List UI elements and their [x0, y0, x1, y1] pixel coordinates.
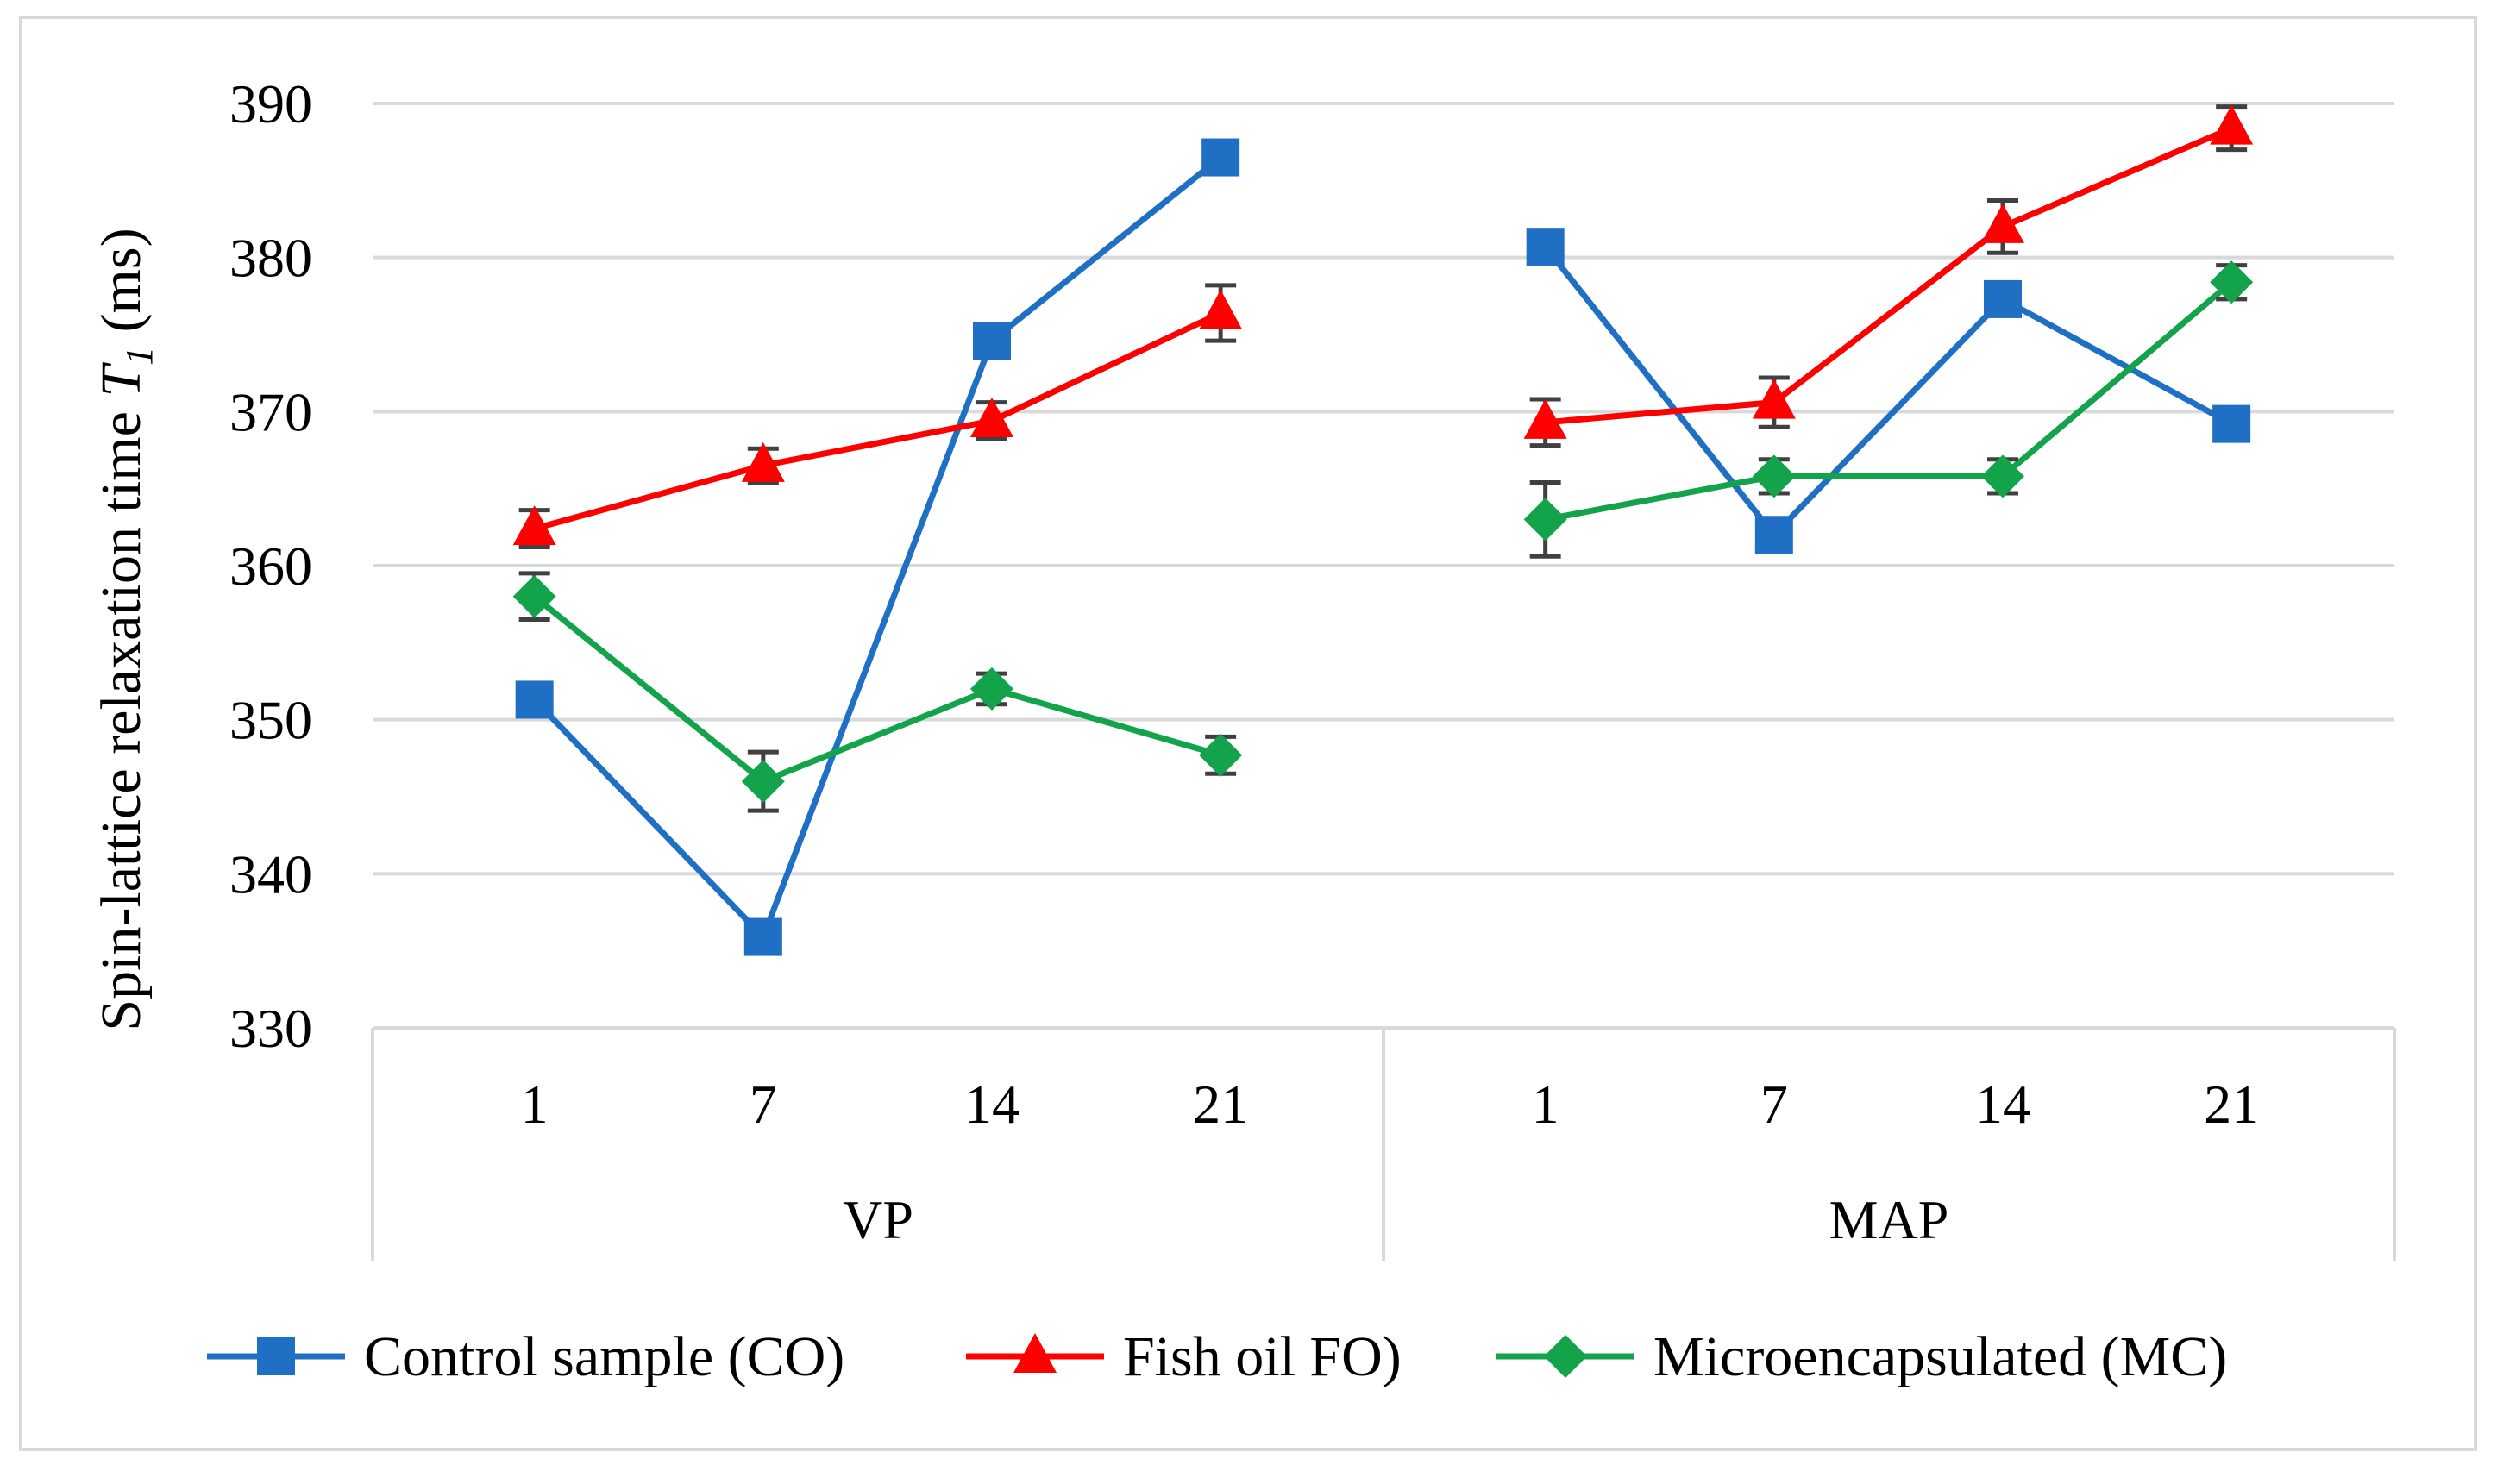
data-point: [1754, 516, 1793, 554]
y-tick-label: 350: [229, 690, 312, 751]
series-line: [1542, 244, 2233, 538]
data-point: [1523, 498, 1567, 542]
data-point: [2210, 260, 2254, 304]
series-layer: [512, 104, 2254, 956]
y-tick-label: 330: [229, 998, 312, 1059]
series-line: [532, 154, 1223, 941]
y-axis-title-variable: T: [90, 362, 153, 398]
x-tick-label: 21: [2204, 1074, 2259, 1135]
x-tick-label: 7: [1760, 1074, 1788, 1135]
data-point: [2210, 104, 2254, 145]
group-label-map: MAP: [1829, 1189, 1949, 1250]
legend-label: Control sample (CO): [364, 1325, 844, 1388]
data-point: [1980, 203, 2024, 243]
gridlines: [373, 102, 2394, 876]
x-tick-label: 14: [1975, 1074, 2030, 1135]
y-axis-ticks: 330 340 350 360 370 380 390: [229, 73, 312, 1059]
data-point: [972, 322, 1011, 360]
x-tick-label: 21: [1193, 1074, 1248, 1135]
data-point: [1199, 733, 1243, 777]
legend-marker: [257, 1337, 295, 1375]
y-axis-title-main: Spin-lattice relaxation time: [90, 398, 153, 1031]
legend-marker: [1544, 1335, 1587, 1378]
data-point: [1752, 454, 1796, 498]
legend-label: Microencapsulated (MC): [1653, 1325, 2227, 1388]
data-point: [512, 505, 556, 546]
x-tick-label: 1: [1532, 1074, 1559, 1135]
data-point: [1199, 289, 1243, 329]
series-1: [515, 138, 2251, 956]
x-tick-label: 1: [521, 1074, 549, 1135]
y-tick-label: 390: [229, 73, 312, 135]
data-point: [1980, 454, 2024, 498]
data-point: [1201, 138, 1240, 177]
y-axis-title-subscript: 1: [118, 347, 160, 366]
data-point: [515, 680, 554, 719]
data-point: [741, 760, 785, 804]
x-tick-label: 14: [964, 1074, 1020, 1135]
legend-item-2: Fish oil FO): [966, 1325, 1402, 1388]
data-point: [1752, 379, 1796, 419]
x-tick-label: 7: [750, 1074, 777, 1135]
chart-outer-border: [19, 16, 2477, 1451]
y-axis-title: Spin-lattice relaxation time T1 (ms): [90, 228, 160, 1030]
series-line: [1545, 279, 2234, 523]
data-point: [1983, 279, 2022, 318]
category-axis: 1 7 14 21 VP 1 7 14 21 MAP: [371, 1026, 2396, 1261]
data-point: [741, 441, 785, 482]
legend-item-1: Control sample (CO): [207, 1325, 844, 1388]
legend: Control sample (CO) Fish oil FO) Microenca…: [207, 1325, 2227, 1388]
y-tick-label: 340: [229, 843, 312, 905]
series-line: [532, 594, 1222, 785]
group-label-vp: VP: [843, 1189, 913, 1250]
data-point: [2212, 404, 2251, 443]
data-point: [743, 917, 782, 956]
series-2: [512, 104, 2254, 550]
legend-item-3: Microencapsulated (MC): [1496, 1325, 2227, 1388]
data-point: [1526, 228, 1565, 266]
legend-label: Fish oil FO): [1123, 1325, 1402, 1388]
y-tick-label: 370: [229, 381, 312, 442]
legend-marker: [1013, 1333, 1057, 1373]
y-axis-title-unit: (ms): [90, 228, 153, 346]
data-point: [969, 667, 1013, 711]
data-point: [512, 574, 556, 618]
y-tick-label: 380: [229, 228, 312, 289]
y-tick-label: 360: [229, 535, 312, 597]
data-point: [969, 398, 1013, 438]
series-3: [512, 260, 2254, 813]
series-line: [1545, 125, 2233, 426]
data-point: [1523, 398, 1567, 439]
series-line: [533, 310, 1222, 532]
